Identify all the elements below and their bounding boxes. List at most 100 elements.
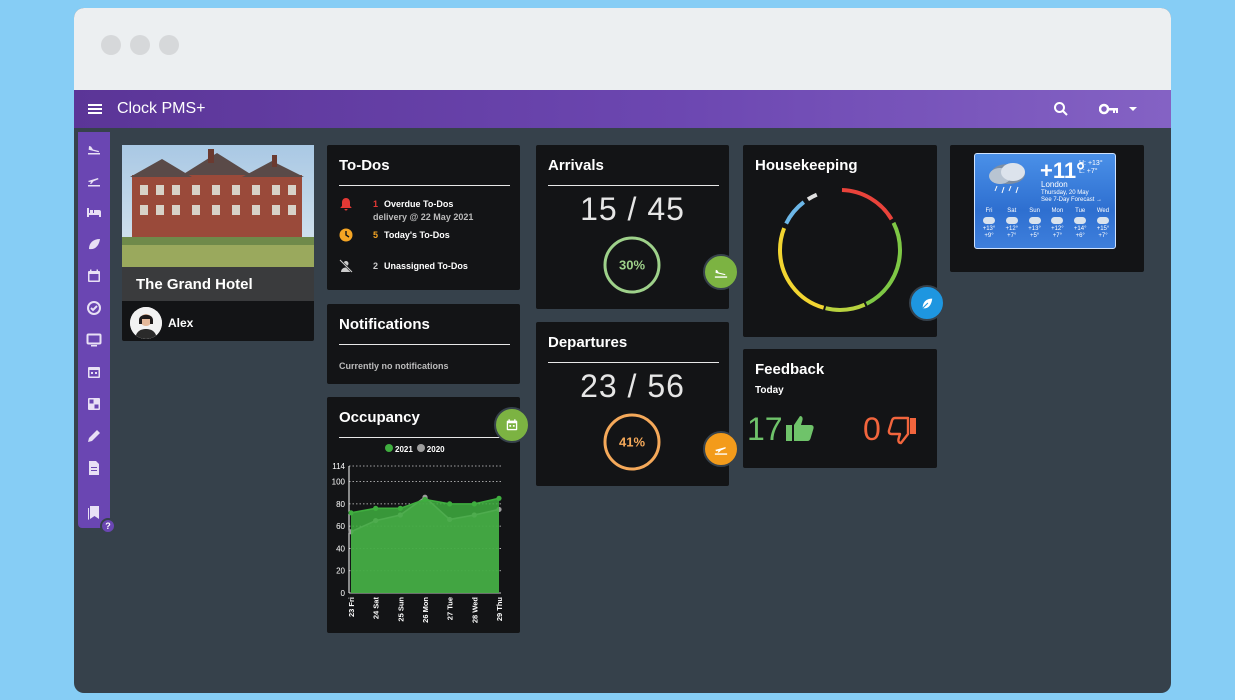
thumbs-down-icon[interactable] [885, 416, 917, 446]
forecast-high: +12° [1005, 226, 1019, 232]
y-tick-label: 20 [336, 567, 345, 576]
table-icon[interactable] [86, 396, 102, 412]
bookmarks-icon[interactable] [86, 504, 102, 520]
leaf-icon[interactable] [86, 236, 102, 252]
data-point-2021 [348, 510, 354, 516]
feedback-period: Today [755, 385, 784, 396]
todo-overdue-sub: delivery @ 22 May 2021 [373, 212, 474, 222]
todo-overdue-label: Overdue To-Dos [384, 199, 454, 209]
legend-item-2021[interactable]: 2021 [385, 444, 413, 454]
forecast-day-name: Mon [1051, 208, 1064, 214]
monitor-icon[interactable] [86, 332, 102, 348]
departures-fab[interactable] [703, 431, 739, 467]
occupancy-fab[interactable] [494, 407, 530, 443]
forecast-low: +7° [1007, 233, 1017, 239]
occupancy-divider [339, 437, 510, 438]
forecast-day: Sat +12° +7° [1002, 208, 1022, 246]
arrivals-percent: 30% [619, 258, 645, 273]
arrivals-card[interactable]: Arrivals 15 / 45 30% [536, 145, 729, 309]
todo-today-count: 5 [373, 230, 379, 240]
departures-percent: 41% [619, 435, 645, 450]
calendar-icon[interactable] [86, 268, 102, 284]
x-tick-label: 28 Wed [470, 597, 479, 624]
todo-unassigned-count: 2 [373, 261, 379, 271]
occupancy-title: Occupancy [339, 409, 420, 426]
data-point-2021 [471, 501, 477, 507]
forecast-day: Wed +15° +7° [1093, 208, 1113, 246]
forecast-low: +7° [1098, 233, 1108, 239]
notifications-card[interactable]: Notifications Currently no notifications [327, 304, 520, 384]
todos-title: To-Dos [339, 157, 390, 174]
weather-high-low: H: +13° L: +7° [1079, 160, 1103, 176]
todo-today-label: Today's To-Dos [384, 230, 450, 240]
forecast-day: Fri +13° +9° [979, 208, 999, 246]
data-point-2021 [496, 495, 502, 501]
forecast-day-name: Tue [1075, 208, 1086, 214]
task-check-icon[interactable] [86, 300, 102, 316]
window-dot-close[interactable] [101, 35, 121, 55]
document-icon[interactable] [86, 460, 102, 476]
departures-card[interactable]: Departures 23 / 56 41% [536, 322, 729, 486]
app-bar: Clock PMS+ [74, 90, 1171, 128]
bed-icon[interactable] [86, 204, 102, 220]
user-name: Alex [168, 316, 194, 330]
window-dot-minimize[interactable] [130, 35, 150, 55]
weather-widget[interactable]: +11° H: +13° L: +7° London Thursday, 20 … [974, 153, 1116, 249]
housekeeping-fab[interactable] [909, 285, 945, 321]
forecast-day-name: Wed [1096, 208, 1110, 214]
hamburger-menu-icon[interactable] [87, 101, 103, 117]
browser-chrome [74, 8, 1171, 90]
forecast-low: +9° [984, 233, 994, 239]
forecast-high: +14° [1073, 226, 1087, 232]
arrivals-icon[interactable] [86, 140, 102, 156]
browser-window: Clock PMS+ ? [74, 8, 1171, 693]
person-off-icon [339, 259, 353, 273]
forecast-day-name: Sun [1029, 208, 1040, 214]
forecast-high: +13° [982, 226, 996, 232]
search-icon[interactable] [1053, 101, 1069, 117]
x-tick-label: 27 Tue [446, 597, 455, 620]
avatar[interactable] [130, 307, 162, 339]
weather-forecast: Fri +13° +9° Sat +12° +7° Sun +13° +5° Mon +12°… [979, 208, 1113, 246]
legend-item-2020[interactable]: 2020 [416, 444, 445, 454]
help-icon[interactable]: ? [100, 518, 116, 534]
todo-overdue-count: 1 [373, 199, 379, 209]
data-point-2021 [422, 496, 428, 503]
forecast-high: +12° [1051, 226, 1064, 232]
hotel-card[interactable]: The Grand Hotel Alex [122, 145, 314, 341]
y-tick-label: 80 [336, 500, 345, 509]
chevron-down-icon[interactable] [1128, 102, 1138, 116]
forecast-day-name: Sat [1007, 208, 1017, 214]
weather-card[interactable]: +11° H: +13° L: +7° London Thursday, 20 … [950, 145, 1144, 272]
clock-icon [339, 228, 353, 242]
notifications-text: Currently no notifications [339, 361, 449, 371]
arrivals-fab[interactable] [703, 254, 739, 290]
todos-card[interactable]: To-Dos 1 Overdue To-Dos delivery @ 22 Ma… [327, 145, 520, 290]
forecast-high: +13° [1028, 226, 1041, 232]
occupancy-card[interactable]: Occupancy 2021 2020 0 20 40 60 80 100 114 23 Fr… [327, 397, 520, 633]
leaf-fab-icon [922, 298, 933, 309]
user-avatar-icon [130, 307, 162, 339]
cloud-icon [1028, 217, 1041, 224]
feedback-negative-count: 0 [863, 411, 881, 447]
housekeeping-card[interactable]: Housekeeping [743, 145, 937, 337]
arrivals-divider [548, 185, 719, 186]
y-tick-label: 0 [341, 589, 346, 598]
weather-low: L: +7° [1079, 168, 1098, 175]
feedback-card[interactable]: Feedback Today 17 0 [743, 349, 937, 468]
weather-city: London [1041, 180, 1068, 189]
arrivals-count: 15 / 45 [580, 191, 685, 227]
thumbs-up-icon[interactable] [785, 413, 817, 443]
departures-divider [548, 362, 719, 363]
pencil-icon[interactable] [86, 428, 102, 444]
x-tick-label: 23 Fri [347, 597, 356, 617]
housekeeping-ring [778, 188, 902, 312]
key-icon[interactable] [1099, 101, 1119, 117]
feedback-positive-count: 17 [747, 411, 783, 447]
departures-icon[interactable] [86, 172, 102, 188]
cloud-icon [1005, 217, 1018, 224]
forecast-day: Sun +13° +5° [1025, 208, 1045, 246]
schedule-icon[interactable] [86, 364, 102, 380]
weather-forecast-link[interactable]: See 7-Day Forecast → [1041, 197, 1103, 203]
window-dot-maximize[interactable] [159, 35, 179, 55]
